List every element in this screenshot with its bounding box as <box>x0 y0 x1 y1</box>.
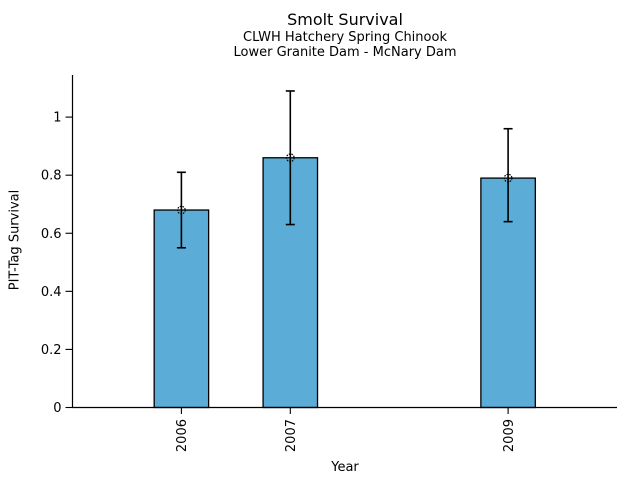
chart-subtitle-line2: Lower Granite Dam - McNary Dam <box>233 45 457 60</box>
y-tick-label-0.4: 0.4 <box>41 285 62 300</box>
point-marker-2007 <box>285 153 295 163</box>
y-tick-label-1: 1 <box>53 111 61 126</box>
y-tick-label-0.2: 0.2 <box>41 343 62 358</box>
point-marker-2006 <box>176 205 186 215</box>
point-marker-2009 <box>503 173 513 183</box>
y-tick-label-0.8: 0.8 <box>41 169 62 184</box>
y-tick-label-0: 0 <box>53 401 61 416</box>
x-tick-label-2009: 2009 <box>502 419 517 452</box>
x-axis-label: Year <box>331 460 359 475</box>
chart-title: Smolt Survival <box>287 10 403 29</box>
y-tick-label-0.6: 0.6 <box>41 227 62 242</box>
title-block: Smolt Survival CLWH Hatchery Spring Chin… <box>72 10 618 60</box>
x-tick-label-2006: 2006 <box>175 419 190 452</box>
x-tick-label-2007: 2007 <box>284 419 299 452</box>
chart-subtitle-line1: CLWH Hatchery Spring Chinook <box>243 30 447 45</box>
